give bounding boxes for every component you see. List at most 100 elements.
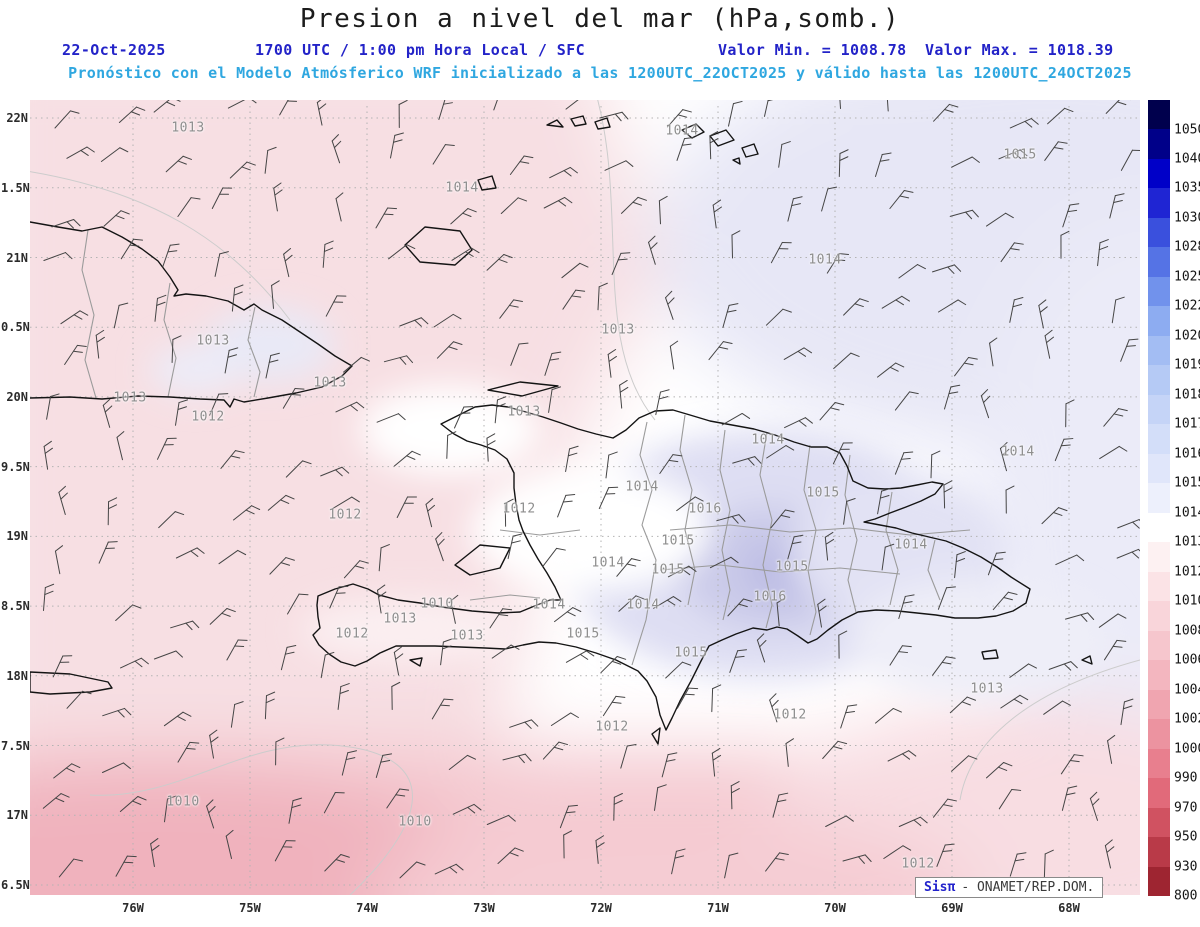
wind-barb-icon: [175, 399, 189, 426]
wind-barb-icon: [724, 852, 739, 879]
wind-barb-icon: [600, 655, 627, 674]
wind-barb-icon: [1054, 438, 1074, 462]
wind-barb-icon: [842, 854, 872, 864]
wind-barb-icon: [1061, 785, 1078, 811]
wind-barb-icon: [454, 406, 474, 429]
wind-barb-icon: [399, 861, 426, 879]
island-tortuga: [487, 381, 559, 397]
wind-barb-icon: [1065, 612, 1095, 622]
wind-barb-icon: [989, 337, 998, 367]
colorbar-label: 1017: [1174, 416, 1200, 432]
wind-barb-icon: [840, 704, 858, 729]
island-mona: [1081, 655, 1093, 665]
wind-barb-icon: [1041, 507, 1068, 525]
wind-barb-icon: [613, 792, 623, 821]
colorbar-segment: [1148, 630, 1170, 661]
wind-barb-icon: [158, 511, 185, 529]
lon-tick-label: 74W: [356, 901, 378, 915]
wind-barb-icon: [175, 547, 205, 559]
wind-barb-icon: [716, 514, 746, 524]
wind-barb-icon: [95, 329, 105, 359]
wind-barb-icon: [1043, 700, 1071, 715]
wind-barb-icon: [337, 683, 350, 710]
wind-barb-icon: [886, 100, 889, 112]
wind-barb-icon: [766, 445, 795, 459]
coastline-hispaniola: [312, 404, 1031, 731]
wind-barb-icon: [598, 486, 619, 510]
wind-barb-icon: [265, 352, 280, 379]
lon-tick-label: 72W: [590, 901, 612, 915]
colorbar-label: 1035: [1174, 180, 1200, 196]
wind-barb-icon: [119, 796, 147, 812]
colorbar-segment: [1148, 837, 1170, 867]
wind-barb-icon: [60, 310, 89, 325]
wind-barb-icon: [951, 156, 980, 168]
colorbar-segment: [1148, 276, 1170, 307]
colorbar-label: 990: [1174, 770, 1198, 786]
wind-barb-icon: [1098, 613, 1127, 628]
wind-barb-icon: [665, 661, 692, 679]
wind-barb-icon: [881, 295, 910, 309]
wind-barb-icon: [875, 152, 892, 177]
wind-barb-icon: [271, 280, 280, 309]
max-value-label: Valor Max. = 1018.39: [925, 41, 1114, 59]
wind-barb-icon: [832, 442, 853, 465]
wind-barb-icon: [557, 494, 576, 518]
colorbar-label: 1015: [1174, 475, 1200, 491]
lat-tick-label: 1.5N: [1, 180, 30, 195]
colorbar-segment: [1148, 748, 1170, 779]
wind-barb-icon: [986, 212, 1014, 227]
colorbar-segment: [1148, 512, 1170, 543]
wind-barb-icon: [544, 351, 562, 376]
wind-barb-icon: [341, 750, 358, 776]
colorbar-label: 1030: [1174, 210, 1200, 226]
wind-barb-icon: [838, 630, 848, 659]
wind-barb-icon: [543, 196, 573, 209]
wind-barb-icon: [783, 347, 813, 360]
wind-barb-icon: [1038, 299, 1048, 329]
wind-barb-icon: [1009, 852, 1027, 877]
wind-barb-icon: [765, 852, 789, 872]
wind-barb-icon: [730, 781, 740, 810]
wind-barb-icon: [150, 838, 160, 867]
lon-tick-label: 76W: [122, 901, 144, 915]
wind-barb-icon: [987, 551, 1006, 576]
wind-barb-icon: [433, 313, 462, 328]
wind-barb-icon: [273, 182, 283, 212]
island-jamaica-tip: [30, 671, 113, 695]
wind-barb-icon: [1055, 554, 1085, 566]
wind-barb-icon: [494, 396, 507, 424]
wind-barb-icon: [595, 835, 605, 864]
wind-barb-icon: [120, 657, 149, 669]
wind-barb-icon: [776, 597, 786, 627]
pressure-shading-layer: [30, 100, 1140, 895]
wind-barb-icon: [898, 264, 926, 279]
wind-barb-icon: [118, 106, 146, 123]
wind-barb-icon: [502, 753, 532, 764]
wind-barb-icon: [393, 450, 421, 467]
wind-barb-icon: [1089, 791, 1100, 821]
wind-barb-icon: [620, 743, 637, 769]
wind-barb-icon: [875, 707, 902, 724]
attribution-brand: Sisπ: [924, 880, 956, 895]
wind-barb-icon: [722, 303, 739, 328]
wind-barb-icon: [507, 533, 523, 560]
colorbar-segment: [1148, 571, 1170, 602]
wind-barb-icon: [391, 681, 401, 710]
wind-barb-icon: [933, 103, 959, 122]
wind-barb-icon: [165, 155, 192, 173]
wind-barb-icon: [708, 341, 733, 361]
map-svg: [30, 100, 1140, 895]
wind-barb-icon: [66, 690, 92, 709]
wind-barb-icon: [209, 393, 229, 416]
wind-barb-icon: [1104, 839, 1115, 869]
wind-barb-icon: [177, 741, 200, 763]
wind-barb-icon: [113, 302, 129, 329]
colorbar-label: 950: [1174, 829, 1198, 845]
wind-barb-icon: [218, 549, 247, 565]
wind-barb-icon: [898, 816, 928, 827]
wind-barb-icon: [269, 557, 295, 575]
wind-barb-icon: [486, 433, 496, 462]
wind-barb-icon: [778, 141, 791, 168]
wind-barb-icon: [938, 299, 967, 313]
